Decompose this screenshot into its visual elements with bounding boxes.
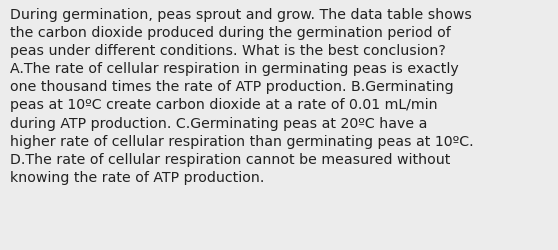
Text: During germination, peas sprout and grow. The data table shows
the carbon dioxid: During germination, peas sprout and grow… [10,8,474,184]
